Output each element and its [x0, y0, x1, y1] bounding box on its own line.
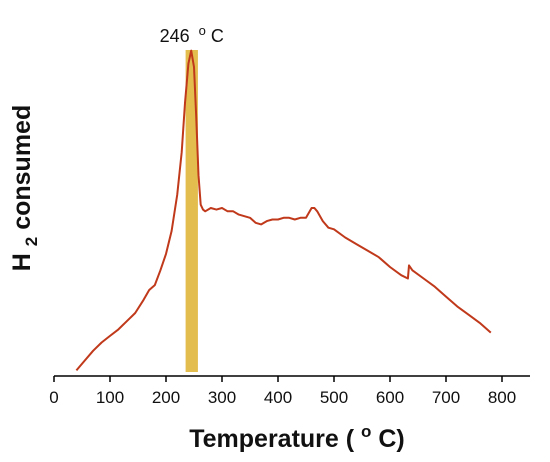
- x-tick-label: 0: [49, 388, 58, 407]
- x-tick-label: 200: [152, 388, 180, 407]
- x-tick-label: 500: [320, 388, 348, 407]
- x-tick-label: 700: [432, 388, 460, 407]
- peak-annotation-unit: C: [211, 26, 224, 46]
- x-axis-title: Temperature ( o C): [189, 415, 405, 453]
- peak-annotation: 246 o C: [160, 19, 224, 46]
- y-axis-title-main: H: [8, 253, 36, 271]
- peak-annotation-value: 246: [160, 26, 190, 46]
- y-axis-title: H 2 consumed: [8, 105, 43, 271]
- peak-annotation-sup: o: [199, 23, 206, 38]
- highlight-band: [185, 50, 198, 372]
- x-axis-title-text: Temperature (: [189, 425, 355, 453]
- plot-area: [75, 49, 492, 372]
- x-tick-label: 800: [488, 388, 516, 407]
- x-tick-label: 100: [96, 388, 124, 407]
- x-tick-label: 300: [208, 388, 236, 407]
- y-axis-title-sub: 2: [22, 237, 41, 246]
- series-line-0: [75, 49, 492, 372]
- x-axis-title-sup: o: [361, 422, 371, 441]
- y-axis-title-end: consumed: [8, 105, 36, 230]
- x-axis-title-end: C): [378, 425, 404, 453]
- x-tick-label: 600: [376, 388, 404, 407]
- x-axis-ticks: 0 100 200 300 400 500 600 700 800: [49, 376, 516, 407]
- x-tick-label: 400: [264, 388, 292, 407]
